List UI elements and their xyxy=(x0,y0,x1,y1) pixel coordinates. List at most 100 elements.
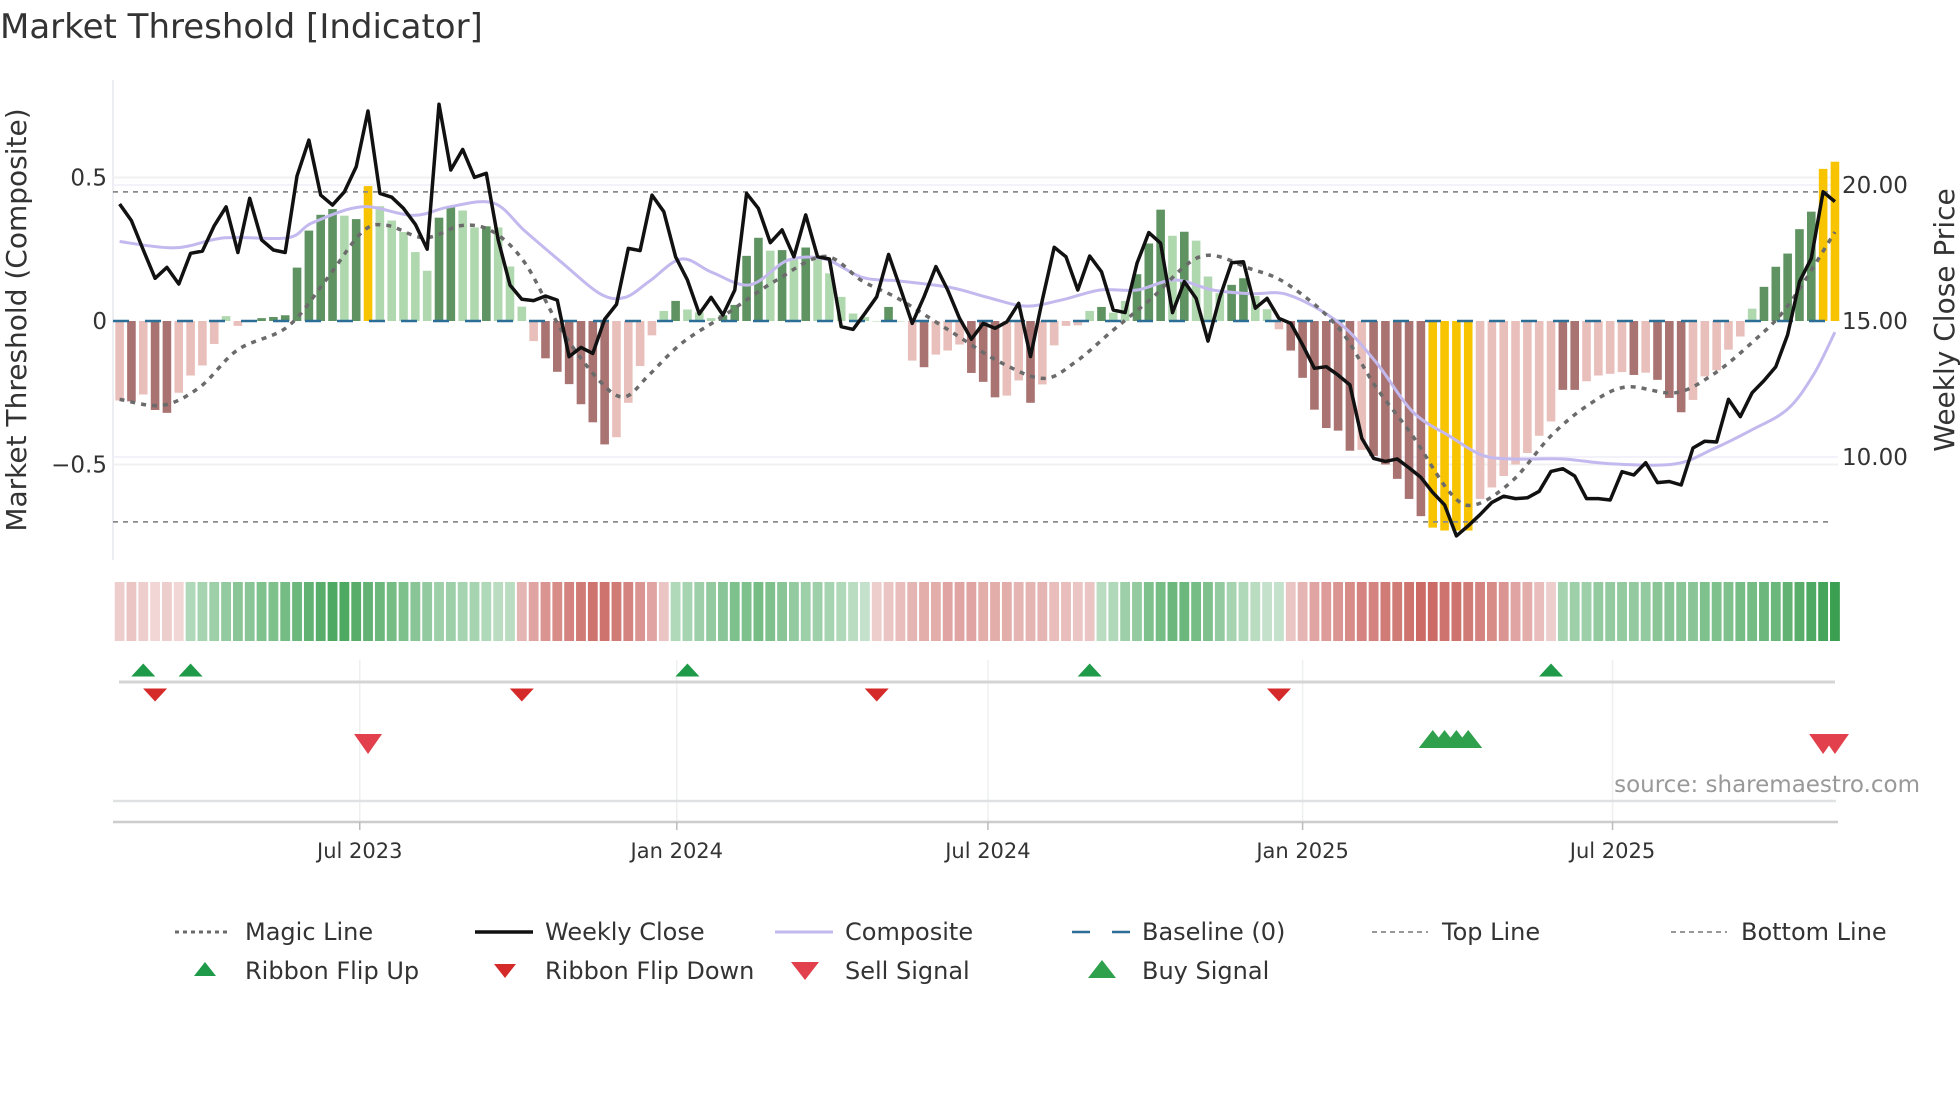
ribbon-cell xyxy=(1203,582,1213,641)
right-tick-label: 10.00 xyxy=(1842,445,1908,471)
composite-bar xyxy=(399,232,408,321)
composite-bar xyxy=(1428,321,1438,528)
ribbon-cell xyxy=(670,582,681,641)
ribbon-cell xyxy=(1143,582,1154,641)
ribbon-cell xyxy=(268,582,279,641)
composite-bar xyxy=(742,255,751,321)
composite-bar xyxy=(1298,321,1307,378)
ribbon-cell xyxy=(848,582,858,641)
ribbon-cell xyxy=(1120,582,1131,641)
ribbon-cell xyxy=(552,582,563,641)
ribbon-cell xyxy=(292,582,302,641)
composite-bar xyxy=(955,321,964,345)
composite-bar xyxy=(150,321,160,410)
ribbon-cell xyxy=(1297,582,1308,641)
composite-bar xyxy=(1475,321,1485,499)
ribbon-cell xyxy=(469,582,480,641)
ribbon-cell xyxy=(682,582,693,641)
composite-bar xyxy=(825,273,834,321)
ribbon-cell xyxy=(1711,582,1722,641)
ribbon-cell xyxy=(1569,582,1580,641)
ribbon-cell xyxy=(800,582,811,641)
ribbon-cell xyxy=(1191,582,1202,641)
ribbon-cell xyxy=(1806,582,1817,641)
composite-bar xyxy=(1132,274,1142,321)
composite-bar xyxy=(1795,229,1804,321)
composite-bar xyxy=(221,316,231,321)
composite-bar xyxy=(434,217,444,321)
legend-label: Weekly Close xyxy=(545,918,705,946)
composite-bar xyxy=(623,321,633,403)
ribbon-cell xyxy=(1427,582,1438,641)
ribbon-cell xyxy=(398,582,409,641)
buy-signal-marker xyxy=(1454,730,1483,748)
composite-bar xyxy=(1665,321,1674,398)
series-lines xyxy=(113,102,1838,538)
ribbon-cell xyxy=(1664,582,1675,641)
composite-bar xyxy=(387,220,396,321)
ribbon-cell xyxy=(729,582,740,641)
composite-bar xyxy=(1712,321,1721,371)
ribbon-cell xyxy=(599,582,610,641)
composite-bar xyxy=(931,321,941,355)
composite-bar xyxy=(458,210,467,321)
composite-bar xyxy=(1239,278,1248,321)
legend-item: Composite xyxy=(775,918,973,946)
ribbon-cell xyxy=(1262,582,1273,641)
left-axis-label: Market Threshold (Composite) xyxy=(0,108,33,531)
left-tick-label: 0 xyxy=(92,309,107,335)
ribbon-cell xyxy=(635,582,646,641)
composite-bar xyxy=(1806,211,1816,321)
composite-bar xyxy=(1321,321,1331,429)
composite-bar xyxy=(1676,321,1686,413)
ribbon-cell xyxy=(812,582,823,641)
composite-bar xyxy=(836,296,846,321)
right-tick-label: 15.00 xyxy=(1842,309,1908,335)
ribbon-cell xyxy=(244,582,255,641)
ribbon-flip-up-icon xyxy=(194,962,216,976)
ribbon-cell xyxy=(647,582,657,641)
ribbon-cell xyxy=(1250,582,1261,641)
ribbon-flip-down-marker xyxy=(509,688,534,702)
composite-bar xyxy=(304,230,314,321)
composite-bar xyxy=(1097,306,1106,321)
composite-bar xyxy=(1392,321,1402,479)
composite-bar xyxy=(1629,321,1639,375)
composite-bar xyxy=(493,227,503,321)
composite-line xyxy=(119,200,1837,467)
composite-bar xyxy=(1227,284,1236,321)
composite-bar xyxy=(351,219,361,321)
composite-bar xyxy=(1061,321,1071,326)
composite-bar xyxy=(1771,266,1781,321)
composite-bar xyxy=(1736,321,1745,337)
ribbon-cell xyxy=(1285,582,1296,641)
ribbon-cell xyxy=(836,582,847,641)
ribbon-cell xyxy=(706,582,717,641)
ribbon-cell xyxy=(741,582,752,641)
composite-bar xyxy=(1653,321,1662,380)
ribbon-cell xyxy=(1794,582,1805,641)
composite-bar xyxy=(1511,321,1520,465)
composite-bar xyxy=(1381,321,1390,465)
ribbon-cell xyxy=(777,582,787,641)
composite-bar xyxy=(553,321,562,372)
ribbon-flip-down-marker xyxy=(864,688,889,702)
ribbon-cell xyxy=(457,582,468,641)
composite-bar xyxy=(115,321,124,401)
ribbon-cell xyxy=(1676,582,1687,641)
composite-bar xyxy=(706,318,716,321)
signal-markers xyxy=(131,663,1849,754)
composite-bar xyxy=(529,321,538,342)
composite-bar xyxy=(1594,321,1603,376)
legend-label: Composite xyxy=(845,918,973,946)
composite-bar xyxy=(1144,243,1154,321)
ribbon-cell xyxy=(221,582,231,641)
ribbon-cell xyxy=(303,582,314,641)
composite-bar xyxy=(1523,321,1532,454)
ribbon-cell xyxy=(1392,582,1403,641)
ribbon-cell xyxy=(481,582,492,641)
composite-bar xyxy=(1818,168,1828,321)
composite-bar xyxy=(1440,321,1449,531)
legend-label: Top Line xyxy=(1441,918,1540,946)
